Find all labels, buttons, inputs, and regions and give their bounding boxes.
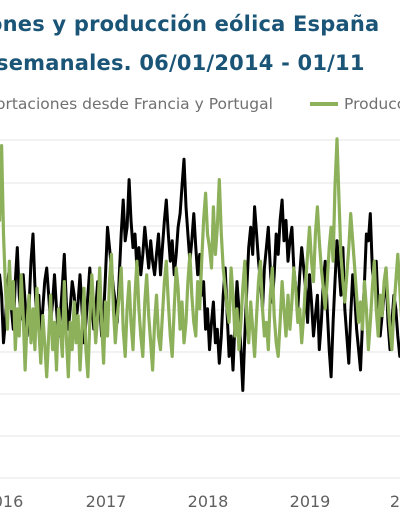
x-axis-tick-labels: 016 2017 2018 2019 2 bbox=[0, 492, 400, 511]
legend-item-imports: ortaciones desde Francia y Portugal bbox=[0, 95, 273, 113]
legend-label-wind: Producc bbox=[344, 95, 400, 113]
chart-legend: ortaciones desde Francia y Portugal Prod… bbox=[0, 95, 400, 117]
x-tick-label-4: 2 bbox=[390, 492, 400, 511]
x-tick-label-1: 2017 bbox=[86, 492, 127, 511]
x-tick-label-0: 016 bbox=[0, 492, 23, 511]
series-line-1 bbox=[0, 137, 400, 379]
series-lines bbox=[0, 137, 400, 392]
legend-label-imports: ortaciones desde Francia y Portugal bbox=[0, 95, 273, 113]
legend-item-wind: Producc bbox=[310, 95, 400, 113]
x-tick-label-3: 2019 bbox=[290, 492, 331, 511]
x-tick-label-2: 2018 bbox=[188, 492, 229, 511]
chart-title-line-1: ones y producción eólica España bbox=[0, 12, 380, 36]
legend-swatch-wind bbox=[310, 102, 338, 106]
chart-title-line-2: semanales. 06/01/2014 - 01/11 bbox=[0, 51, 365, 75]
